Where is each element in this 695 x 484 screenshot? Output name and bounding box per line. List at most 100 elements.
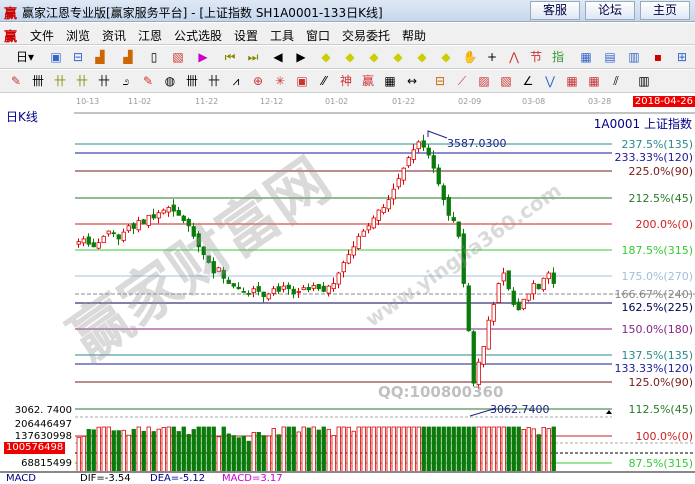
candle-body xyxy=(296,290,301,293)
candle-body xyxy=(151,214,156,219)
calculator-icon[interactable]: ▤ xyxy=(604,50,616,64)
square-icon[interactable]: ▣ xyxy=(296,74,308,88)
candle-body xyxy=(546,272,551,280)
menu-file[interactable]: 文件 xyxy=(30,29,55,43)
volume-bar xyxy=(186,434,191,473)
candle-type-icon[interactable]: ▯ xyxy=(150,50,158,64)
homepage-button[interactable]: 主页 xyxy=(640,1,690,20)
n2-icon[interactable]: 卄 xyxy=(207,74,220,88)
parallel-icon[interactable]: ⫽ xyxy=(613,74,619,88)
zoom-out-icon[interactable]: ◆ xyxy=(441,50,451,64)
period-label: 日K线 xyxy=(6,110,38,124)
angle-icon[interactable]: ⁄⁄ xyxy=(321,74,326,88)
right-icon[interactable]: ▶ xyxy=(296,50,306,64)
macd-name[interactable]: MACD xyxy=(6,473,36,484)
calendar-icon[interactable]: ▦ xyxy=(580,50,592,64)
report-icon[interactable]: ▥ xyxy=(628,50,640,64)
watermark-qq: QQ:100800360 xyxy=(378,383,504,401)
fib-label: 187.5%(315) xyxy=(621,244,693,257)
date-tick: 03-08 xyxy=(522,97,546,106)
save-icon[interactable]: ▪ xyxy=(653,50,663,64)
bars9-icon[interactable]: ▟ xyxy=(123,50,133,64)
volume-bar xyxy=(326,428,331,473)
wave-icon[interactable]: ⋁ xyxy=(545,74,555,88)
gann-line-icon[interactable]: 卄 xyxy=(53,74,66,88)
candle-body xyxy=(276,286,281,292)
volume-axis-label: 137630998 xyxy=(15,431,72,442)
box-fan-icon[interactable]: ▧ xyxy=(500,74,512,88)
volume-bar xyxy=(366,426,371,473)
service-button[interactable]: 客服 xyxy=(530,1,580,20)
candle-body xyxy=(261,291,266,298)
volume-bar xyxy=(126,434,131,473)
candle-body xyxy=(526,293,531,301)
menu-news[interactable]: 资讯 xyxy=(102,29,127,43)
gann-icon[interactable]: ▧ xyxy=(172,50,184,64)
volume-bar xyxy=(296,431,301,473)
last-icon[interactable]: ⏭ xyxy=(247,50,259,64)
menu-help[interactable]: 帮助 xyxy=(402,29,427,43)
target-icon[interactable]: ⊕ xyxy=(252,74,264,88)
fib-label: 87.5%(315) xyxy=(628,457,693,470)
grid-red2-icon[interactable]: ▦ xyxy=(588,74,600,88)
volume-bar xyxy=(291,426,296,473)
menu-gann[interactable]: 江恩 xyxy=(138,29,163,43)
fan-icon[interactable]: ⩘ xyxy=(232,74,240,88)
fib-icon[interactable]: 卄 xyxy=(97,74,110,88)
line-tool-icon[interactable]: ⋀ xyxy=(509,50,519,64)
volume-bar xyxy=(501,426,506,473)
more-tools-icon[interactable]: ▥ xyxy=(638,74,650,88)
grid-red-icon[interactable]: ▦ xyxy=(566,74,578,88)
zoom-in-icon[interactable]: ◆ xyxy=(417,50,427,64)
menu-formula[interactable]: 公式选股 xyxy=(174,29,223,43)
expand-icon[interactable]: ◆ xyxy=(369,50,379,64)
zoom-right-icon[interactable]: ◆ xyxy=(345,50,355,64)
grid-tool-icon[interactable]: 卌 xyxy=(31,74,44,88)
period-select[interactable]: 日▾ xyxy=(15,50,35,64)
fan-lines-icon[interactable]: ⟋ xyxy=(457,74,467,88)
first-icon[interactable]: ⏮ xyxy=(224,50,236,64)
candle-body xyxy=(486,319,491,350)
candle-body xyxy=(256,286,261,292)
hand-icon[interactable]: ✋ xyxy=(462,50,478,64)
crosshair-icon[interactable]: + xyxy=(486,50,498,64)
volume-bar xyxy=(546,428,551,473)
gann-line2-icon[interactable]: 卄 xyxy=(75,74,88,88)
self-select-icon[interactable]: ⊟ xyxy=(72,50,84,64)
spiral-icon[interactable]: ೨ xyxy=(122,74,130,88)
star-icon[interactable]: ✳ xyxy=(274,74,286,88)
segment-icon[interactable]: 节 xyxy=(529,50,542,64)
circle-icon[interactable]: ◍ xyxy=(164,74,176,88)
marker-icon[interactable]: ✎ xyxy=(142,74,154,88)
zoom-left-icon[interactable]: ◆ xyxy=(321,50,331,64)
square-fan-icon[interactable]: ▨ xyxy=(478,74,490,88)
cycle-icon[interactable]: 卌 xyxy=(185,74,198,88)
menu-window[interactable]: 窗口 xyxy=(306,29,331,43)
volume-bar xyxy=(511,426,516,473)
candle-body xyxy=(191,226,196,237)
god-icon[interactable]: 神 xyxy=(339,74,352,88)
date-tick: 12-12 xyxy=(260,97,284,106)
measure-icon[interactable]: ↔ xyxy=(406,74,418,88)
candle-body xyxy=(136,220,141,231)
forum-button[interactable]: 论坛 xyxy=(585,1,635,20)
pen-icon[interactable]: ✎ xyxy=(10,74,22,88)
window-icon[interactable]: ▣ xyxy=(50,50,62,64)
shrink-icon[interactable]: ◆ xyxy=(393,50,403,64)
menu-trade[interactable]: 交易委托 xyxy=(342,29,391,43)
table-icon[interactable]: ▦ xyxy=(384,74,396,88)
win-icon[interactable]: 赢 xyxy=(361,74,374,88)
menu-settings[interactable]: 设置 xyxy=(234,29,259,43)
indicator-icon[interactable]: 指 xyxy=(551,50,564,64)
bars-icon[interactable]: ▟ xyxy=(95,50,105,64)
angle-line-icon[interactable]: ∠ xyxy=(522,74,534,88)
volume-bar xyxy=(286,426,291,473)
network-icon[interactable]: ⊞ xyxy=(676,50,688,64)
left-icon[interactable]: ◀ xyxy=(273,50,283,64)
menu-browse[interactable]: 浏览 xyxy=(66,29,91,43)
flag-icon[interactable]: ▶ xyxy=(198,50,208,64)
box-icon[interactable]: ⊟ xyxy=(434,74,446,88)
candle-body xyxy=(481,346,486,365)
menu-tools[interactable]: 工具 xyxy=(270,29,295,43)
window-title: 赢家江恩专业版[赢家服务平台] - [上证指数 SH1A0001-133日K线] xyxy=(22,6,383,20)
